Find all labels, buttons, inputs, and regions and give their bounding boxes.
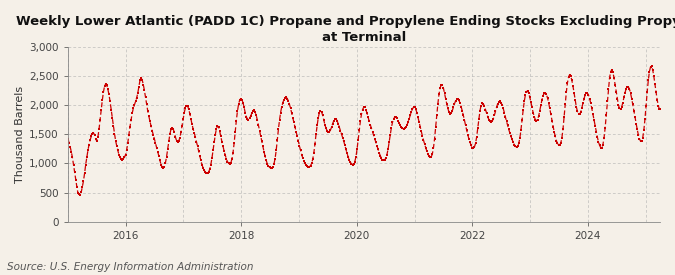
Title: Weekly Lower Atlantic (PADD 1C) Propane and Propylene Ending Stocks Excluding Pr: Weekly Lower Atlantic (PADD 1C) Propane … [16, 15, 675, 44]
Y-axis label: Thousand Barrels: Thousand Barrels [15, 86, 25, 183]
Text: Source: U.S. Energy Information Administration: Source: U.S. Energy Information Administ… [7, 262, 253, 272]
